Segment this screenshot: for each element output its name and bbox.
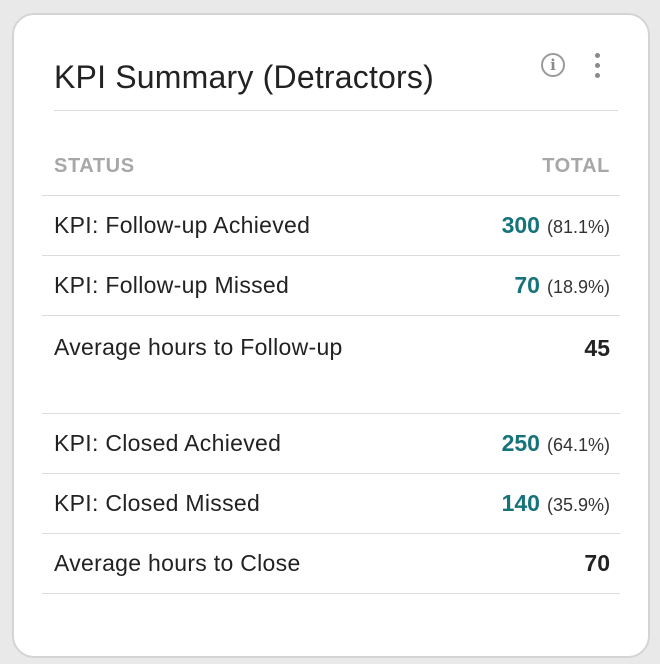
row-total: 70 (18.9%) <box>514 272 610 299</box>
row-count[interactable]: 70 <box>514 272 540 298</box>
row-total: 250 (64.1%) <box>502 430 610 457</box>
row-total: 300 (81.1%) <box>502 212 610 239</box>
row-percent: (64.1%) <box>546 435 610 455</box>
card-header: KPI Summary (Detractors) i <box>54 15 618 111</box>
row-status: Average hours to Close <box>54 550 301 576</box>
row-status: KPI: Closed Achieved <box>54 430 282 456</box>
table-row: Average hours to Close 70 <box>42 534 620 594</box>
column-header-total: TOTAL <box>542 155 610 177</box>
table-row: KPI: Closed Achieved 250 (64.1%) <box>42 414 620 474</box>
table-header-row: STATUS TOTAL <box>42 138 620 196</box>
row-percent: (18.9%) <box>546 277 610 297</box>
row-total: 140 (35.9%) <box>502 490 610 517</box>
row-status: KPI: Follow-up Missed <box>54 272 290 298</box>
row-count: 70 <box>584 550 610 576</box>
kpi-table: STATUS TOTAL KPI: Follow-up Achieved 300… <box>42 138 620 594</box>
table-row: KPI: Follow-up Achieved 300 (81.1%) <box>42 196 620 256</box>
table-row: KPI: Follow-up Missed 70 (18.9%) <box>42 256 620 316</box>
row-status: Average hours to Follow-up <box>54 334 343 360</box>
row-count: 45 <box>584 335 610 361</box>
row-total: 45 <box>584 316 610 362</box>
row-count[interactable]: 300 <box>501 212 540 238</box>
kpi-summary-card: KPI Summary (Detractors) i STATUS TOTAL … <box>12 13 650 658</box>
row-count[interactable]: 250 <box>501 430 540 456</box>
row-percent: (81.1%) <box>546 217 610 237</box>
column-header-status: STATUS <box>54 155 135 177</box>
card-title: KPI Summary (Detractors) <box>54 59 434 95</box>
info-icon[interactable]: i <box>541 53 565 77</box>
table-row: KPI: Closed Missed 140 (35.9%) <box>42 474 620 534</box>
row-count[interactable]: 140 <box>501 490 540 516</box>
row-status: KPI: Closed Missed <box>54 490 261 516</box>
row-percent: (35.9%) <box>546 495 610 515</box>
more-vertical-icon[interactable] <box>592 53 604 79</box>
row-status: KPI: Follow-up Achieved <box>54 212 311 238</box>
table-row: Average hours to Follow-up 45 <box>42 316 620 414</box>
row-total: 70 <box>584 550 610 577</box>
